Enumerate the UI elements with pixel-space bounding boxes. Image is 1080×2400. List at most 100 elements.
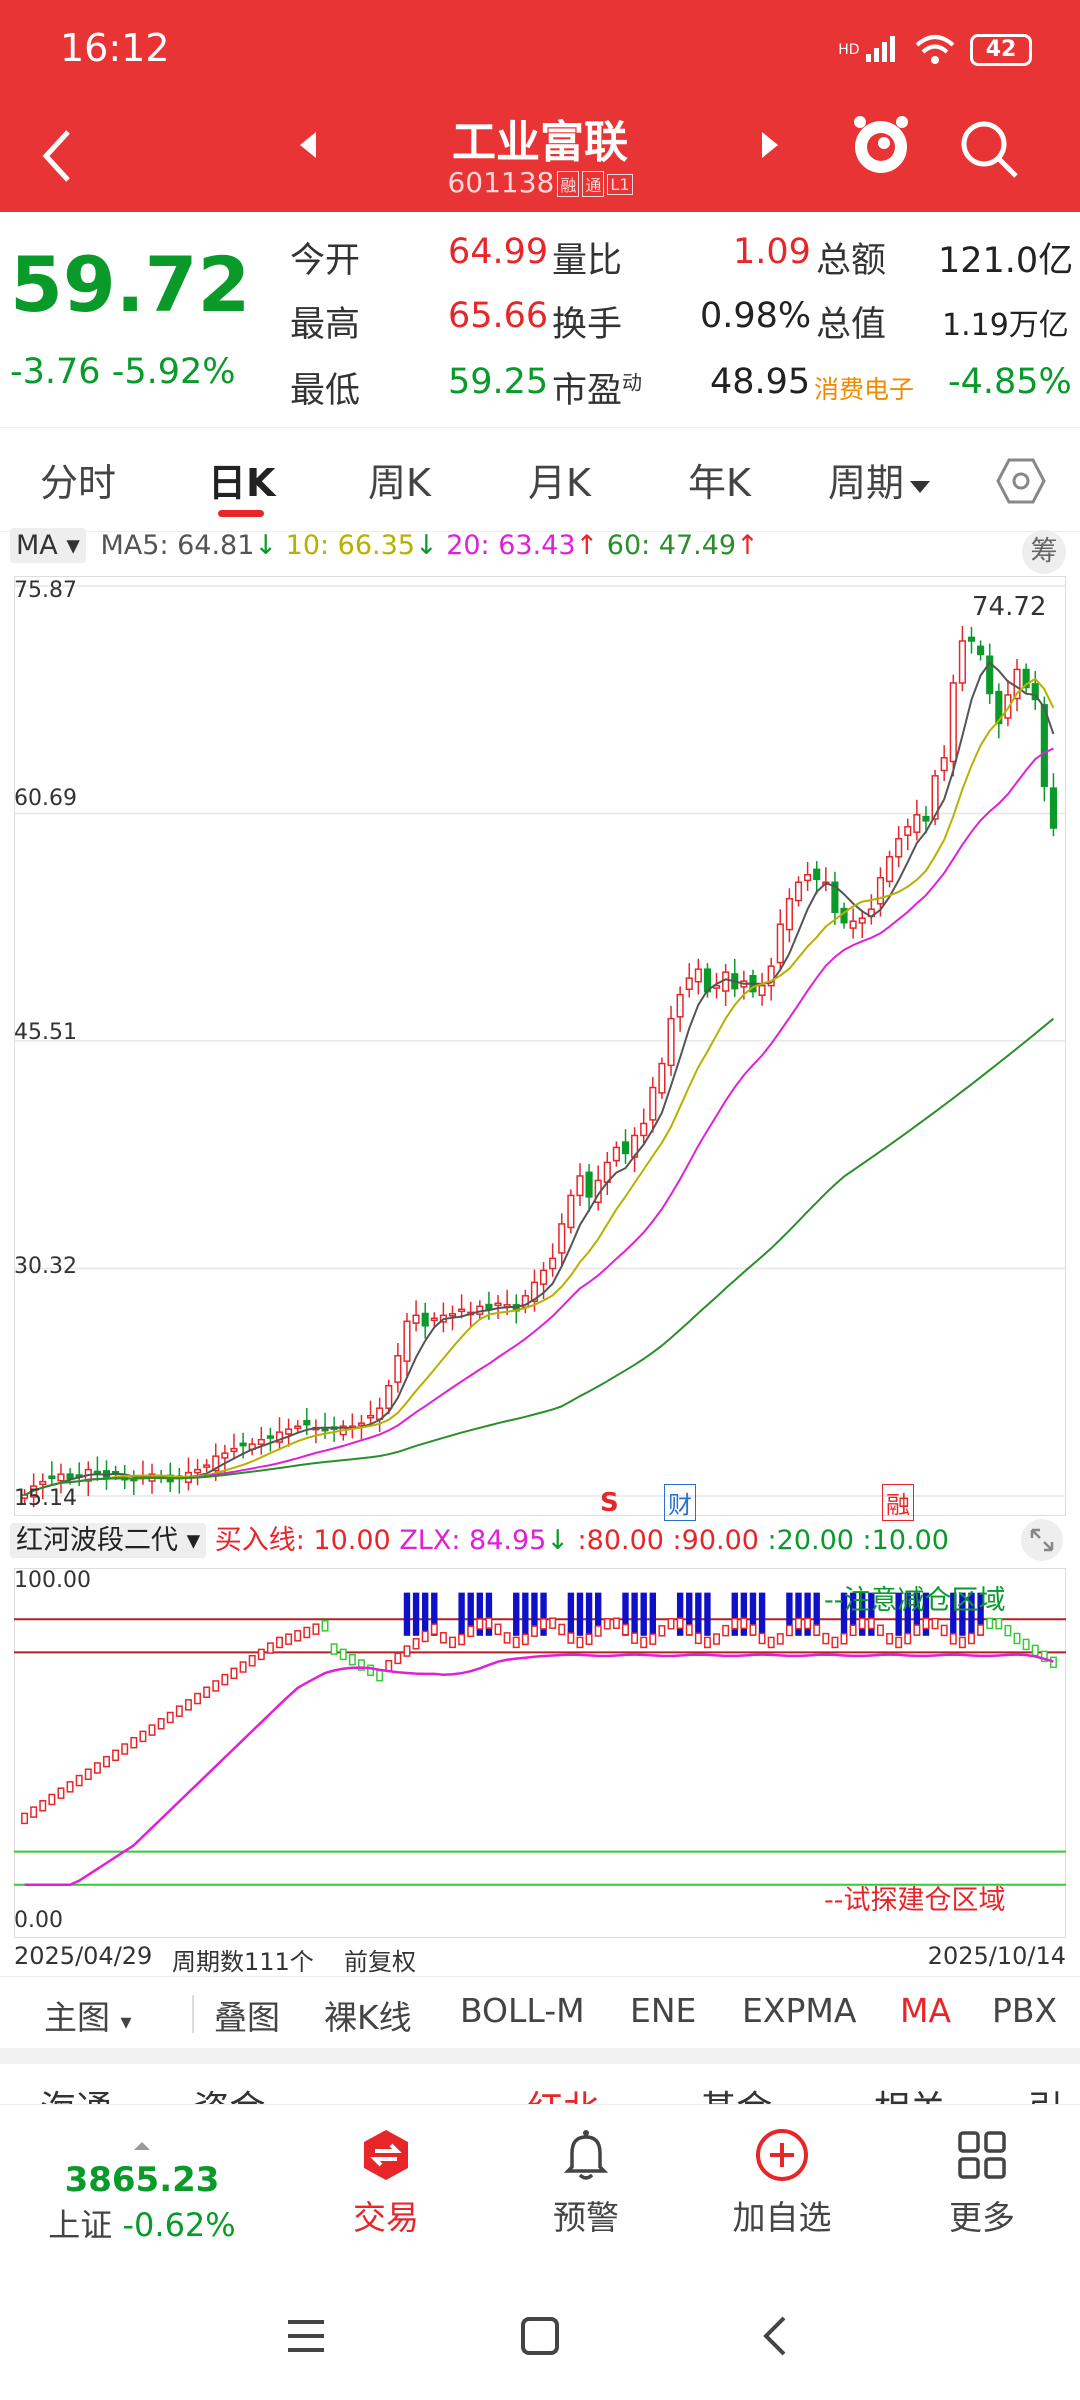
- overlay-tab-ene[interactable]: ENE: [630, 1991, 697, 2030]
- indicator-mark: [1022, 1638, 1030, 1651]
- indicator-svg[interactable]: [14, 1568, 1066, 1938]
- volume-ratio-value: 1.09: [733, 232, 811, 272]
- nav-alert[interactable]: 预警: [486, 2127, 686, 2239]
- candle-body: [394, 1354, 402, 1383]
- candle-body: [922, 815, 930, 822]
- candle-body: [530, 1281, 539, 1302]
- peek-tab[interactable]: 相关: [874, 2089, 946, 2104]
- indicator-mark: [184, 1699, 192, 1711]
- candle-body: [558, 1223, 566, 1254]
- pe-dynamic-mark: 动: [622, 370, 643, 395]
- nav-more[interactable]: 更多: [882, 2127, 1080, 2239]
- ma-selector[interactable]: MA ▾: [10, 528, 86, 563]
- status-icons: HD 42: [838, 30, 1032, 70]
- adjust-mode[interactable]: 前复权: [344, 1948, 416, 1976]
- signal-bar: [485, 1592, 493, 1636]
- indicator-mark: [576, 1636, 584, 1649]
- candle-body: [230, 1447, 238, 1453]
- marker-finance[interactable]: 财: [664, 1484, 696, 1521]
- overlay-tab-expma[interactable]: EXPMA: [742, 1991, 857, 2030]
- settings-hex-icon[interactable]: [996, 456, 1046, 506]
- mascot-icon[interactable]: [850, 112, 912, 182]
- system-nav-bar: [0, 2280, 1080, 2400]
- candle-body: [585, 1171, 593, 1198]
- bottom-nav: 3865.23 上证 -0.62% 交易 预警 加自选 更多: [0, 2104, 1080, 2254]
- indicator-mark: [676, 1617, 684, 1630]
- ma10-value: 10: 66.35: [285, 530, 415, 561]
- indicator-mark: [713, 1633, 721, 1645]
- candle-body: [758, 984, 766, 996]
- candle-body: [285, 1428, 293, 1435]
- tab-yearly-k[interactable]: 年K: [688, 461, 751, 505]
- indicator-mark: [904, 1632, 912, 1645]
- add-circle-icon: [756, 2129, 808, 2181]
- tab-daily-k[interactable]: 日K: [208, 461, 276, 505]
- indicator-mark: [958, 1636, 966, 1649]
- indicator-mark: [75, 1774, 83, 1787]
- peek-tab[interactable]: 红北: [527, 2089, 599, 2104]
- signal-bar: [904, 1592, 911, 1636]
- chip-button[interactable]: 筹: [1022, 530, 1066, 574]
- indicator-mark: [649, 1633, 657, 1645]
- stock-name: 工业富联: [452, 117, 628, 168]
- indicator-selector[interactable]: 红河波段二代 ▾: [10, 1523, 207, 1558]
- peek-tab[interactable]: 资金: [193, 2089, 265, 2104]
- candle-body: [940, 757, 948, 772]
- level-80: :80.00: [577, 1525, 664, 1556]
- period-count: 周期数111个: [172, 1948, 314, 1976]
- open-value: 64.99: [448, 232, 549, 272]
- overlay-tab-pbx[interactable]: PBX: [992, 1991, 1058, 2030]
- tab-intraday[interactable]: 分时: [40, 461, 117, 505]
- main-chart-selector[interactable]: 主图 ▾: [44, 1998, 132, 2037]
- level-10: :10.00: [862, 1525, 949, 1556]
- candle-body: [658, 1062, 666, 1094]
- nav-add-watchlist[interactable]: 加自选: [682, 2127, 882, 2239]
- start-date: 2025/04/29: [14, 1942, 153, 1970]
- overlay-tab-boll[interactable]: BOLL-M: [460, 1991, 585, 2030]
- overlay-tab-overlay[interactable]: 叠图: [214, 1998, 280, 2037]
- back-nav-icon[interactable]: [760, 2316, 790, 2356]
- overlay-tab-bare-k[interactable]: 裸K线: [324, 1998, 412, 2037]
- search-icon[interactable]: [958, 118, 1020, 180]
- signal-bar: [795, 1592, 802, 1636]
- indicator-chart[interactable]: 100.00 0.00 --注意减仓区域 --试探建仓区域: [14, 1568, 1066, 1938]
- indicator-mark: [767, 1636, 775, 1649]
- nav-trade[interactable]: 交易: [286, 2127, 486, 2239]
- stock-code: 601138 融通 L1: [0, 166, 1080, 199]
- signal-bar: [786, 1592, 793, 1636]
- candle-body: [722, 971, 730, 992]
- marker-margin[interactable]: 融: [882, 1484, 914, 1521]
- home-icon[interactable]: [520, 2316, 560, 2356]
- candle-body: [858, 917, 866, 924]
- candle-body: [667, 1017, 675, 1067]
- ma5-line: [24, 661, 1055, 1496]
- kline-svg[interactable]: [14, 576, 1066, 1516]
- kline-chart[interactable]: 75.87 60.69 45.51 30.32 15.14 74.72 S 财 …: [14, 576, 1066, 1521]
- indicator-mark: [412, 1638, 420, 1650]
- expand-icon[interactable]: [1020, 1518, 1064, 1562]
- indicator-mark: [658, 1625, 666, 1637]
- indicator-mark: [385, 1659, 393, 1672]
- peek-tab[interactable]: 基金: [700, 2089, 772, 2104]
- next-stock-icon[interactable]: [760, 130, 780, 160]
- indicator-mark: [430, 1623, 438, 1635]
- tab-period[interactable]: 周期: [828, 452, 932, 507]
- peek-tab[interactable]: 引: [1027, 2089, 1060, 2104]
- candle-body: [266, 1435, 274, 1439]
- ma60-line: [24, 1017, 1055, 1496]
- recent-apps-icon[interactable]: [286, 2316, 326, 2356]
- signal-bar: [531, 1592, 538, 1636]
- back-icon[interactable]: [40, 128, 74, 184]
- overlay-tab-ma[interactable]: MA: [900, 1991, 952, 2030]
- indicator-mark: [84, 1768, 92, 1780]
- sector-name[interactable]: 消费电子: [814, 375, 915, 404]
- peek-tab[interactable]: 海通: [40, 2089, 112, 2104]
- tab-weekly-k[interactable]: 周K: [368, 461, 431, 505]
- index-ticker[interactable]: 3865.23 上证 -0.62%: [42, 2121, 242, 2246]
- volume-ratio-label: 量比: [552, 241, 623, 281]
- tab-monthly-k[interactable]: 月K: [528, 461, 591, 505]
- indicator-mark: [121, 1743, 129, 1755]
- prev-stock-icon[interactable]: [298, 130, 318, 160]
- grid-icon: [958, 2131, 1006, 2179]
- marker-s[interactable]: S: [600, 1488, 619, 1518]
